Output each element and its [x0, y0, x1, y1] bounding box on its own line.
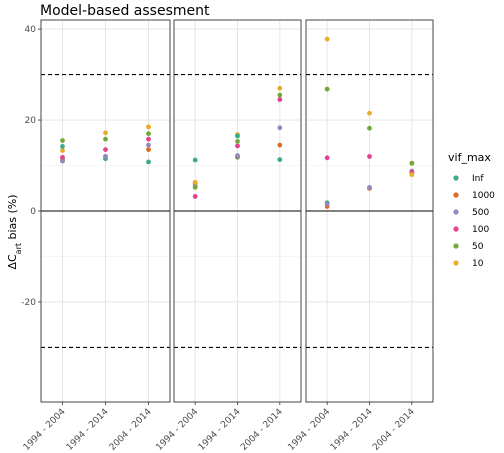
data-point — [103, 136, 108, 142]
legend-label: Inf — [472, 174, 484, 184]
legend-label: 1000 — [472, 191, 495, 201]
y-axis-label: ΔCart bias (%) — [6, 194, 23, 269]
data-point — [324, 155, 330, 161]
data-point — [367, 184, 372, 190]
data-point — [146, 124, 151, 130]
x-tick-label: 1994 - 2014 — [329, 407, 375, 453]
legend-label: 100 — [472, 225, 489, 235]
data-point — [103, 147, 108, 153]
data-point — [192, 184, 198, 190]
data-point — [324, 86, 330, 92]
legend-label: 500 — [472, 208, 489, 218]
legend-key — [453, 226, 459, 232]
data-point — [60, 138, 65, 143]
chart-title: Model-based assesment — [40, 3, 210, 19]
legend-label: 10 — [472, 259, 484, 269]
legend-key — [453, 192, 459, 198]
data-point — [277, 157, 283, 163]
data-point — [277, 125, 283, 131]
data-point — [103, 130, 108, 136]
x-tick-label: 2004 - 2014 — [108, 407, 154, 453]
data-point — [277, 142, 283, 148]
y-tick-label: 20 — [25, 116, 37, 126]
data-point — [277, 85, 283, 91]
data-point — [324, 201, 330, 207]
y-axis-label-post: bias (%) — [6, 194, 19, 243]
y-axis-label-pre: ΔC — [6, 254, 19, 270]
legend-key — [453, 209, 459, 215]
legend-key — [453, 243, 459, 249]
data-point — [60, 144, 65, 149]
x-tick-label: 1994 - 2004 — [154, 407, 200, 453]
legend: vif_max Inf 1000 500 100 50 10 — [448, 151, 495, 269]
data-point — [277, 92, 283, 98]
legend-title: vif_max — [448, 151, 491, 164]
y-tick-label: 0 — [30, 207, 36, 217]
data-point — [409, 172, 415, 178]
data-point — [192, 194, 198, 199]
y-tick-label: -20 — [21, 298, 36, 308]
x-tick-label: 2004 - 2014 — [239, 407, 285, 453]
legend-label: 50 — [472, 242, 484, 252]
x-tick-label: 1994 - 2014 — [197, 407, 243, 453]
data-point — [60, 158, 65, 164]
data-point — [60, 148, 65, 153]
data-point — [146, 136, 151, 142]
legend-key — [453, 175, 459, 181]
data-point — [146, 159, 151, 165]
x-tick-label: 1994 - 2014 — [65, 407, 111, 453]
data-point — [60, 154, 65, 160]
data-point — [367, 125, 372, 131]
data-point — [409, 160, 415, 166]
data-point — [324, 36, 330, 42]
data-point — [192, 179, 198, 185]
data-point — [235, 153, 240, 158]
y-axis-label-sub: art — [14, 243, 23, 254]
data-point — [235, 139, 240, 144]
data-point — [367, 154, 372, 159]
data-point — [277, 97, 283, 102]
data-point — [367, 110, 372, 116]
x-tick-label: 1994 - 2004 — [286, 407, 332, 453]
data-point — [235, 143, 240, 149]
y-tick-label: 40 — [25, 25, 37, 35]
data-point — [235, 133, 240, 139]
data-point — [146, 131, 151, 137]
x-tick-label: 2004 - 2014 — [371, 407, 417, 453]
data-point — [146, 147, 151, 153]
legend-key — [453, 260, 459, 266]
data-point — [192, 157, 198, 163]
data-point — [146, 142, 151, 148]
x-tick-label: 1994 - 2004 — [22, 407, 68, 453]
data-point — [103, 154, 108, 159]
